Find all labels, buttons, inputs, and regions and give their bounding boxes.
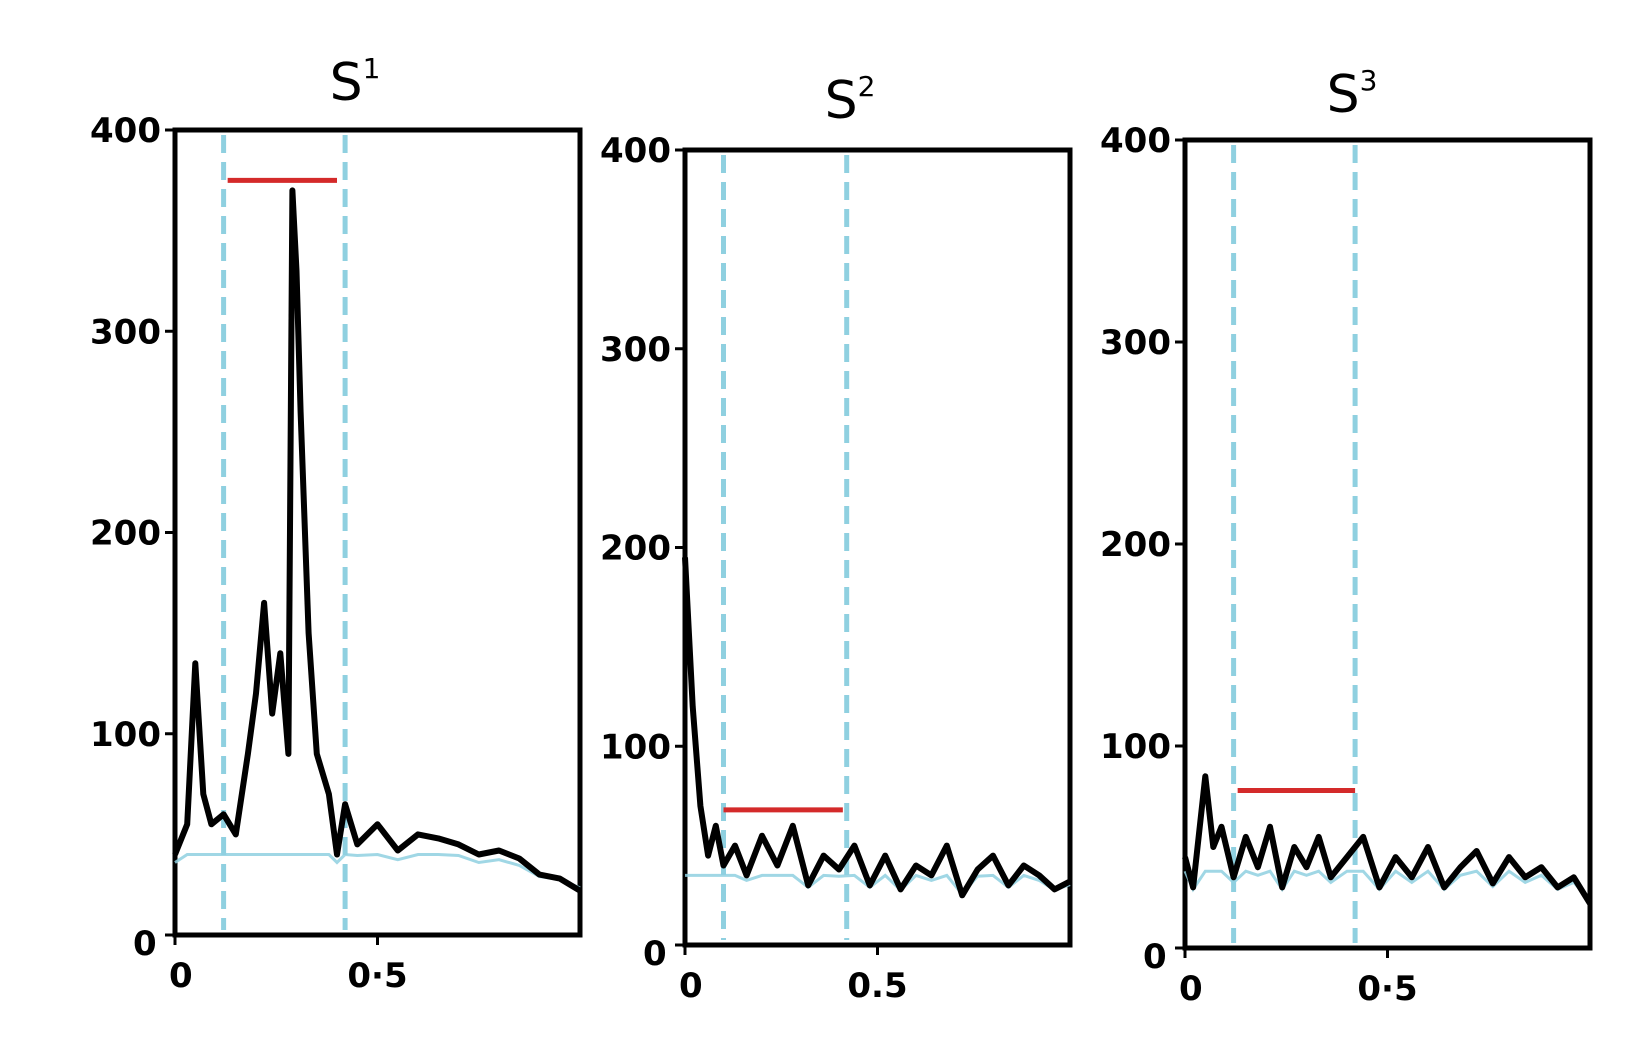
y-tick-label: 300 bbox=[90, 312, 161, 352]
y-tick-label: 400 bbox=[1100, 121, 1171, 161]
plot-frame bbox=[682, 147, 1073, 948]
y-tick-label: 400 bbox=[600, 131, 671, 171]
y-tick-label: 300 bbox=[600, 330, 671, 370]
y-tick-label: 100 bbox=[600, 727, 671, 767]
baseline-trace bbox=[1183, 869, 1592, 902]
panel-s2: S2 100 200 300 400 00 0.5 bbox=[600, 70, 1073, 1006]
y-tick-label: 200 bbox=[1100, 525, 1171, 565]
plot-frame bbox=[1182, 137, 1593, 951]
x-tick-label: 0 bbox=[169, 956, 193, 996]
origin-y-label: 0 bbox=[643, 934, 667, 974]
x-tick-label: 0 bbox=[1179, 969, 1203, 1009]
y-tick-label: 300 bbox=[1100, 323, 1171, 363]
y-tick-label: 400 bbox=[90, 111, 161, 151]
baseline-trace bbox=[174, 852, 581, 890]
baseline-trace bbox=[685, 873, 1071, 897]
y-tick-label: 100 bbox=[90, 715, 161, 755]
x-tick-label: 0 bbox=[679, 966, 703, 1006]
signal-trace bbox=[172, 187, 582, 894]
x-tick-label: 0.5 bbox=[847, 966, 907, 1006]
x-tick-label: 0·5 bbox=[1357, 969, 1417, 1009]
y-tick-label: 100 bbox=[1100, 727, 1171, 767]
panel-s3: S3 100 200 300 400 00 0·5 bbox=[1100, 64, 1593, 1009]
y-tick-label: 200 bbox=[90, 514, 161, 554]
plot-frame bbox=[172, 127, 583, 938]
panel-title: S2 bbox=[825, 70, 876, 131]
panel-title: S3 bbox=[1327, 64, 1378, 125]
signal-trace bbox=[1182, 773, 1593, 906]
origin-y-label: 0 bbox=[133, 924, 157, 964]
x-tick-label: 0·5 bbox=[347, 956, 407, 996]
y-tick-label: 200 bbox=[600, 529, 671, 569]
origin-y-label: 0 bbox=[1143, 937, 1167, 977]
signal-trace bbox=[682, 557, 1072, 899]
panel-title: S1 bbox=[330, 52, 381, 113]
panel-s1: S1 100 200 300 400 00 0·5 bbox=[90, 52, 583, 996]
